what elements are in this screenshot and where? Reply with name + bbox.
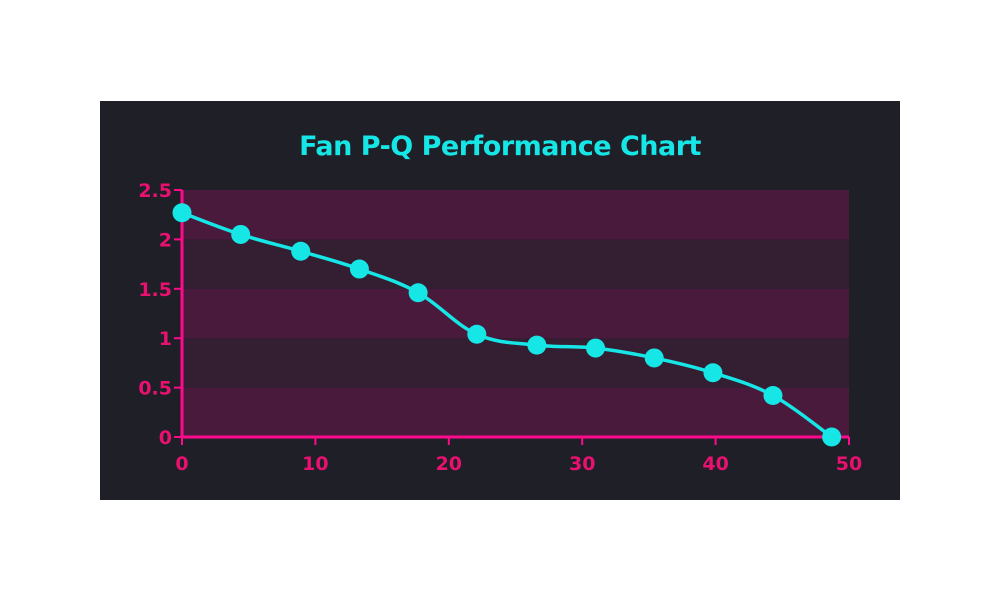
x-tick-label: 50 bbox=[836, 453, 862, 475]
data-point[interactable] bbox=[408, 283, 428, 303]
y-tick-label: 0 bbox=[159, 427, 172, 449]
plot-band bbox=[182, 190, 849, 240]
chart-title: Fan P-Q Performance Chart bbox=[299, 131, 701, 162]
plot-band bbox=[182, 338, 849, 388]
data-point[interactable] bbox=[586, 338, 606, 358]
data-point[interactable] bbox=[703, 363, 723, 383]
data-point[interactable] bbox=[644, 348, 664, 368]
y-tick-label: 1 bbox=[159, 328, 172, 350]
data-point[interactable] bbox=[231, 224, 251, 244]
y-tick-label: 2.5 bbox=[138, 180, 172, 202]
x-tick-label: 40 bbox=[702, 453, 728, 475]
data-point[interactable] bbox=[822, 427, 842, 447]
data-point[interactable] bbox=[291, 241, 311, 261]
y-tick-label: 1.5 bbox=[138, 279, 172, 301]
x-tick-label: 30 bbox=[569, 453, 595, 475]
data-point[interactable] bbox=[172, 203, 192, 223]
x-tick-label: 0 bbox=[175, 453, 188, 475]
y-tick-label: 0.5 bbox=[138, 378, 172, 400]
data-point[interactable] bbox=[349, 259, 369, 279]
plot-band bbox=[182, 387, 849, 437]
plot-band bbox=[182, 288, 849, 339]
x-tick-label: 10 bbox=[302, 453, 328, 475]
data-point[interactable] bbox=[527, 335, 547, 355]
data-point[interactable] bbox=[467, 324, 487, 344]
x-tick-label: 20 bbox=[436, 453, 462, 475]
data-point[interactable] bbox=[763, 386, 783, 406]
y-tick-label: 2 bbox=[159, 229, 172, 251]
